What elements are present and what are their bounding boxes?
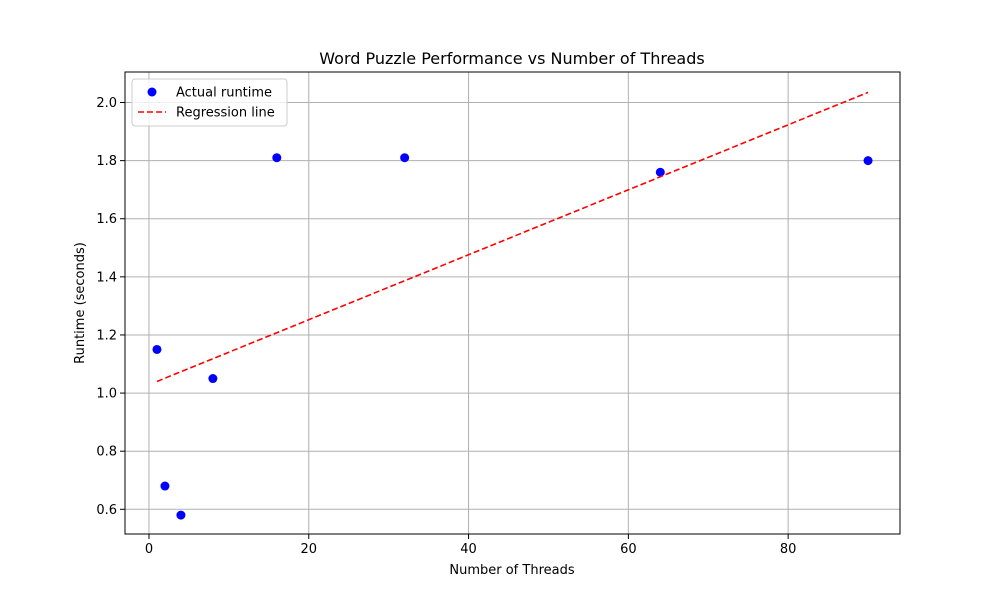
x-tick-label: 0 (145, 542, 153, 557)
data-point (152, 344, 162, 354)
grid (125, 72, 900, 534)
data-point (176, 510, 186, 520)
regression-line (156, 91, 869, 383)
y-tick-label: 1.0 (96, 387, 117, 402)
y-tick-label: 1.6 (96, 212, 117, 227)
x-axis-label: Number of Threads (449, 563, 574, 578)
y-tick-label: 1.4 (96, 270, 117, 285)
chart-title: Word Puzzle Performance vs Number of Thr… (319, 49, 704, 68)
data-point (208, 374, 218, 384)
plot-frame (124, 71, 901, 535)
legend: Actual runtime Regression line (131, 78, 288, 127)
series-layer (152, 91, 873, 520)
y-tick-label: 1.2 (96, 328, 117, 343)
x-tick-label: 80 (780, 542, 797, 557)
data-point (272, 153, 282, 163)
data-point (863, 156, 873, 166)
legend-marker-swatch (147, 87, 157, 97)
y-tick-label: 2.0 (96, 96, 117, 111)
legend-entry-label: Actual runtime (176, 86, 272, 101)
data-point (400, 153, 410, 163)
y-tick-label: 1.8 (96, 154, 117, 169)
data-point (160, 481, 170, 491)
legend-box (131, 78, 288, 127)
legend-entry-label: Regression line (176, 106, 275, 121)
data-point (655, 167, 665, 177)
y-tick-label: 0.8 (96, 445, 117, 460)
x-tick-label: 60 (620, 542, 637, 557)
y-tick-label: 0.6 (96, 503, 117, 518)
x-tick-label: 20 (300, 542, 317, 557)
y-axis-label: Runtime (seconds) (73, 242, 88, 364)
x-tick-label: 40 (460, 542, 477, 557)
ticks: 0 20 40 60 80 0.6 0.8 1.0 1.2 1.4 1.6 1.8 2.0 (96, 96, 796, 557)
